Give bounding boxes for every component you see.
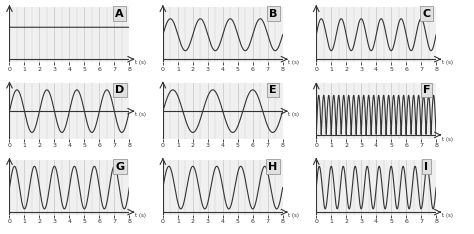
Text: t (s): t (s) [442,60,453,65]
Text: t (s): t (s) [135,112,146,117]
Text: B: B [269,9,277,19]
Text: H: H [268,161,278,172]
Text: E: E [269,85,277,95]
Text: t (s): t (s) [135,213,146,218]
Text: I: I [425,161,428,172]
Text: t (s): t (s) [288,60,300,65]
Text: t (s): t (s) [288,112,300,117]
Text: C: C [422,9,430,19]
Text: t (s): t (s) [442,137,453,142]
Text: D: D [115,85,124,95]
Text: G: G [115,161,124,172]
Text: A: A [115,9,124,19]
Text: F: F [423,85,430,95]
Text: t (s): t (s) [442,213,453,218]
Text: t (s): t (s) [288,213,300,218]
Text: t (s): t (s) [135,60,146,65]
